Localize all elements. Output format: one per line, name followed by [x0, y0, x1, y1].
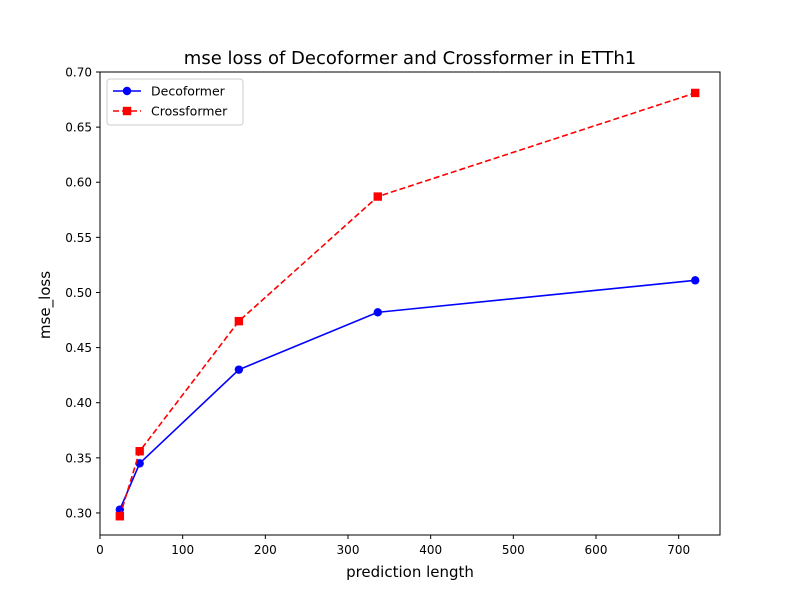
data-point-decoformer — [234, 365, 244, 374]
x-tick-label: 400 — [419, 543, 442, 557]
y-tick-label: 0.40 — [65, 396, 92, 410]
data-point-decoformer — [691, 276, 700, 285]
series-line-crossformer — [119, 92, 696, 517]
y-tick-label: 0.35 — [65, 451, 92, 465]
y-tick-label: 0.50 — [65, 286, 92, 300]
y-axis-label: mse_loss — [36, 271, 55, 339]
y-tick-label: 0.65 — [65, 121, 92, 135]
data-point-crossformer — [691, 88, 700, 98]
data-point-crossformer — [115, 512, 125, 521]
y-tick-label: 0.55 — [65, 231, 92, 245]
legend-label-crossformer: Crossformer — [151, 104, 228, 119]
x-tick-label: 300 — [337, 543, 360, 557]
legend-marker-decoformer — [122, 86, 132, 96]
data-point-crossformer — [135, 447, 144, 456]
legend: Decoformer Crossformer — [106, 78, 244, 126]
y-tick-label: 0.70 — [65, 66, 92, 80]
chart-title: mse loss of Decoformer and Crossformer i… — [184, 48, 636, 69]
x-tick-label: 500 — [502, 543, 525, 557]
x-tick-label: 100 — [171, 543, 194, 557]
data-point-decoformer — [373, 308, 382, 317]
x-tick-label: 0 — [96, 543, 104, 557]
x-tick-label: 700 — [667, 543, 690, 557]
plot-area: 0 100 200 300 400 500 600 700 0.30 0.35 0.40 0.45 0.… — [65, 66, 721, 557]
y-tick-label: 0.45 — [65, 341, 92, 355]
data-point-decoformer — [135, 459, 144, 468]
y-tick-label: 0.60 — [65, 176, 92, 190]
x-tick-label: 200 — [254, 543, 277, 557]
x-axis-label: prediction length — [346, 563, 474, 581]
legend-marker-crossformer — [122, 106, 132, 116]
data-point-crossformer — [234, 316, 244, 326]
data-point-crossformer — [373, 192, 382, 201]
y-tick-label: 0.30 — [65, 506, 92, 520]
x-tick-label: 600 — [585, 543, 608, 557]
legend-label-decoformer: Decoformer — [151, 84, 226, 99]
axes-frame — [99, 71, 721, 536]
